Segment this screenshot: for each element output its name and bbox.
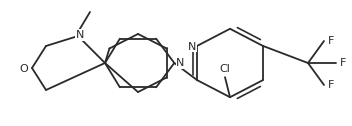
Text: F: F [328,36,334,46]
Text: O: O [20,64,29,74]
Text: N: N [188,42,196,52]
Text: Cl: Cl [220,64,231,74]
Text: F: F [328,80,334,90]
Text: F: F [340,58,346,68]
Text: N: N [176,58,185,68]
Text: N: N [76,30,84,40]
